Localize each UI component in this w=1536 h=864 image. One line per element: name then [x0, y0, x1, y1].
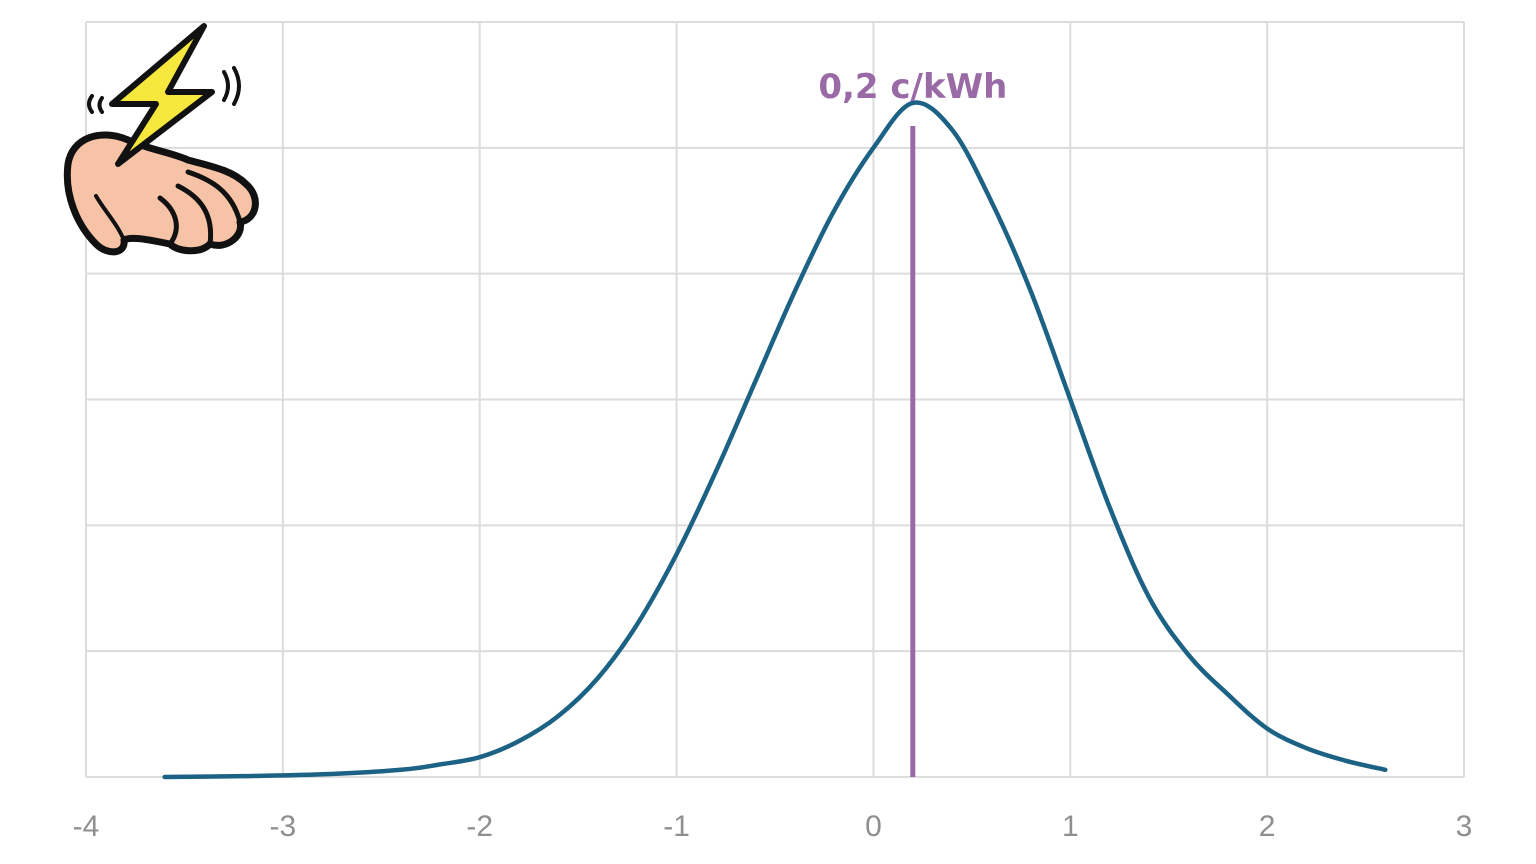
x-tick-label: -4 [73, 810, 100, 843]
x-tick-label: -3 [270, 810, 297, 843]
x-tick-label: 1 [1062, 810, 1079, 843]
grid [85, 21, 1465, 778]
hand-lightning-icon [63, 23, 259, 256]
annotation-label: 0,2 c/kWh [818, 67, 1007, 107]
distribution-curve [162, 100, 1388, 780]
x-tick-label: 2 [1259, 810, 1276, 843]
x-tick-label: -1 [663, 810, 690, 843]
x-axis-ticks: -4 -3 -2 -1 0 1 2 3 [73, 810, 1473, 843]
series-layer [162, 100, 1388, 780]
x-tick-label: 3 [1456, 810, 1473, 843]
x-tick-label: 0 [865, 810, 882, 843]
x-tick-label: -2 [466, 810, 493, 843]
annotation-layer: 0,2 c/kWh [818, 67, 1007, 777]
